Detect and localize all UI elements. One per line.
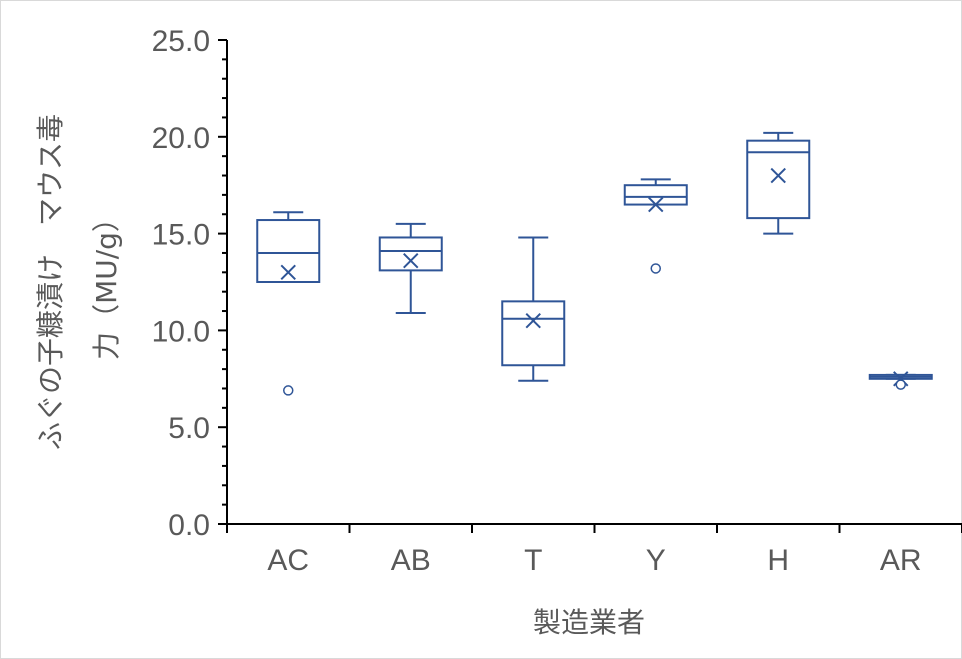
x-axis-title: 製造業者 xyxy=(533,606,645,639)
mean-marker xyxy=(280,264,296,281)
x-axis-tick-labels: AC AB T Y H AR xyxy=(267,544,921,577)
box-AB xyxy=(378,222,443,314)
y-tick-label: 15.0 xyxy=(152,219,210,252)
x-tick-label: AR xyxy=(880,544,922,577)
y-tick-label: 5.0 xyxy=(168,412,210,445)
box-T xyxy=(501,236,566,382)
x-tick-label: AB xyxy=(391,544,431,577)
iqr-box xyxy=(501,300,566,367)
x-tick-label: Y xyxy=(646,544,666,577)
box-H xyxy=(746,131,811,235)
mean-marker xyxy=(770,167,786,184)
x-tick-label: AC xyxy=(267,544,309,577)
iqr-box xyxy=(378,236,443,272)
box-series xyxy=(256,131,933,396)
y-tick-label: 25.0 xyxy=(152,25,210,58)
outlier-point xyxy=(283,385,294,396)
y-axis-ticks xyxy=(218,39,227,525)
y-axis-title-line2: 力（MU/g） xyxy=(90,204,123,360)
outlier-point xyxy=(650,263,661,274)
box-AC xyxy=(256,211,321,396)
mean-marker xyxy=(403,252,419,269)
y-tick-label: 10.0 xyxy=(152,315,210,348)
iqr-box xyxy=(746,139,811,220)
y-tick-label: 0.0 xyxy=(168,509,210,542)
x-axis-ticks xyxy=(226,524,962,533)
y-axis-title-line1: ふぐの子糠漬け マウス毒 xyxy=(34,114,67,450)
x-tick-label: H xyxy=(767,544,789,577)
box-AR xyxy=(868,371,933,390)
iqr-box xyxy=(623,184,688,206)
box-Y xyxy=(623,178,688,274)
mean-marker xyxy=(648,196,664,213)
mean-marker xyxy=(525,313,541,329)
outlier-point xyxy=(895,379,906,390)
x-tick-label: T xyxy=(524,544,542,577)
y-tick-label: 20.0 xyxy=(152,122,210,155)
y-axis-tick-labels: 0.0 5.0 10.0 15.0 20.0 25.0 xyxy=(152,25,210,542)
